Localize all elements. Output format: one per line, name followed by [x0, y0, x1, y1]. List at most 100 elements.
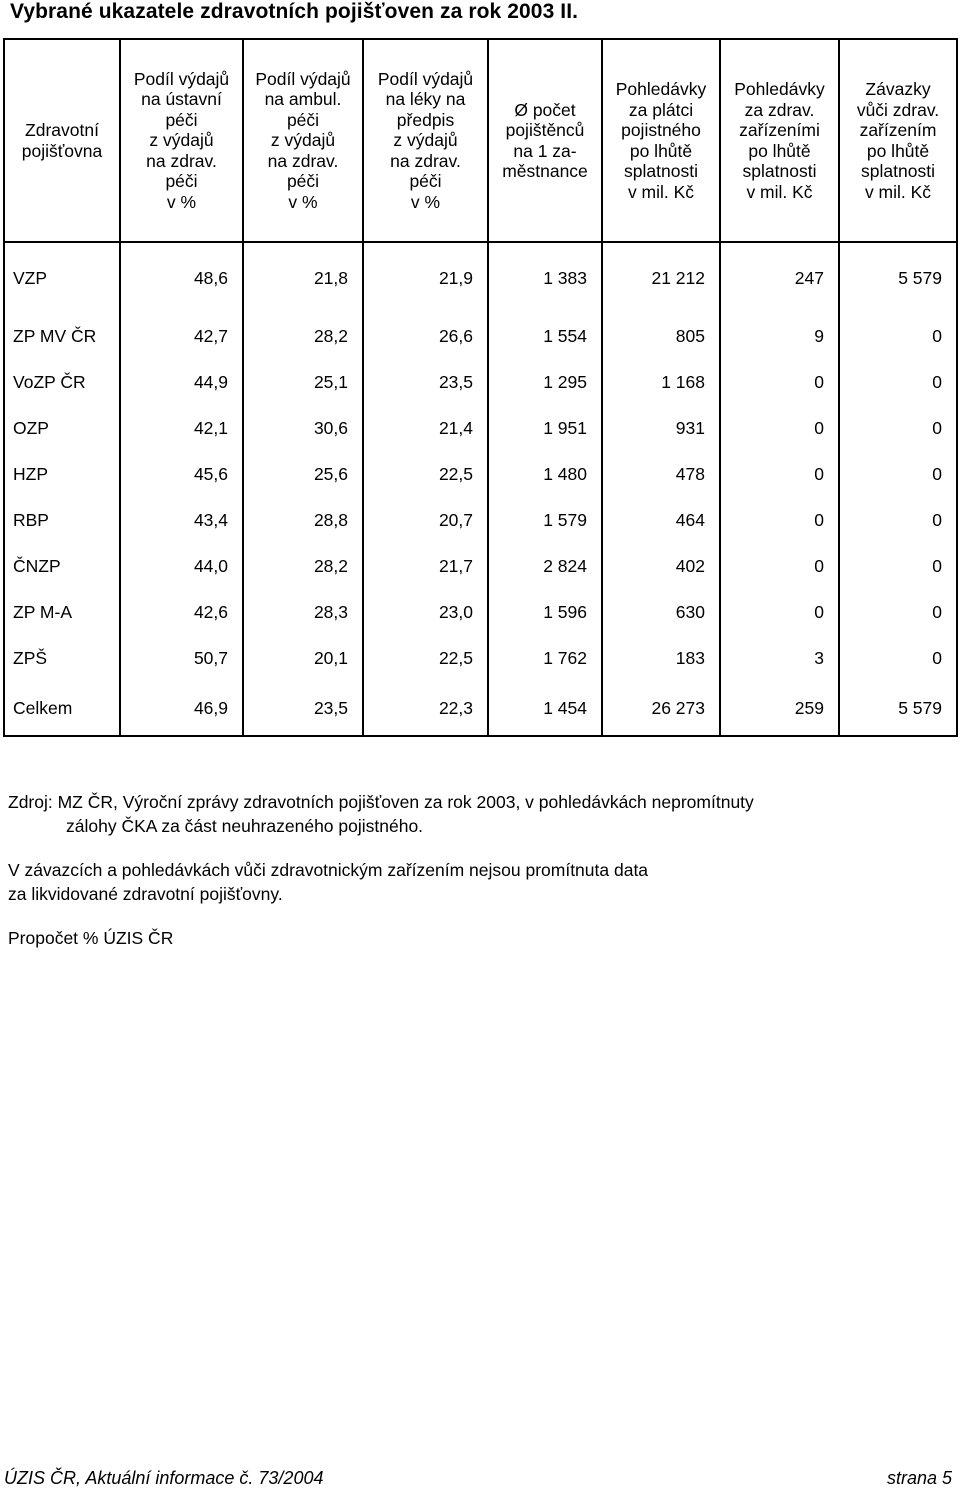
column-header: Závazky vůči zdrav. zařízením po lhůtě s…	[838, 38, 958, 243]
table-body: VZP 48,6 21,8 21,9 1 383 21 212 247 5 579 ZP MV …	[3, 241, 958, 737]
column-header: Pohledávky za plátci pojistného po lhůtě…	[601, 38, 721, 243]
table-row: VZP 48,6 21,8 21,9 1 383 21 212 247 5 579	[3, 241, 958, 313]
value-cell: 21,7	[362, 543, 489, 589]
value-cell: 23,0	[362, 589, 489, 635]
indicators-table: Zdravotní pojišťovna Podíl výdajů na ústa…	[3, 38, 958, 737]
value-cell: 21,4	[362, 405, 489, 451]
value-cell: 22,5	[362, 635, 489, 681]
value-cell: 630	[601, 589, 721, 635]
value-cell: 50,7	[119, 635, 244, 681]
table-row: ZPŠ 50,7 20,1 22,5 1 762 183 3 0	[3, 635, 958, 681]
table-row: VoZP ČR 44,9 25,1 23,5 1 295 1 168 0 0	[3, 359, 958, 405]
column-header: Ø počet pojištěnců na 1 za- městnance	[487, 38, 603, 243]
insurer-name-cell: OZP	[3, 405, 121, 451]
value-cell: 805	[601, 313, 721, 359]
value-cell: 30,6	[242, 405, 364, 451]
data-note-line2: za likvidované zdravotní pojišťovny.	[8, 884, 283, 904]
footer-publication: ÚZIS ČR, Aktuální informace č. 73/2004	[4, 1468, 324, 1488]
value-cell: 0	[838, 451, 958, 497]
table-row: ZP M-A 42,6 28,3 23,0 1 596 630 0 0	[3, 589, 958, 635]
column-header: Pohledávky za zdrav. zařízeními po lhůtě…	[719, 38, 840, 243]
value-cell: 21,9	[362, 241, 489, 313]
value-cell: 26,6	[362, 313, 489, 359]
insurer-name-cell: ZPŠ	[3, 635, 121, 681]
column-header: Zdravotní pojišťovna	[3, 38, 121, 243]
value-cell: 0	[719, 543, 840, 589]
value-cell: 5 579	[838, 241, 958, 313]
insurer-name-cell: VZP	[3, 241, 121, 313]
value-cell: 20,1	[242, 635, 364, 681]
value-cell: 1 168	[601, 359, 721, 405]
value-cell: 0	[719, 451, 840, 497]
value-cell: 259	[719, 681, 840, 737]
value-cell: 48,6	[119, 241, 244, 313]
value-cell: 0	[838, 589, 958, 635]
value-cell: 20,7	[362, 497, 489, 543]
value-cell: 183	[601, 635, 721, 681]
recalc-note: Propočet % ÚZIS ČR	[8, 928, 174, 948]
value-cell: 2 824	[487, 543, 603, 589]
value-cell: 1 295	[487, 359, 603, 405]
source-note: Zdroj: MZ ČR, Výroční zprávy zdravotních…	[8, 790, 938, 838]
value-cell: 0	[719, 589, 840, 635]
value-cell: 0	[838, 313, 958, 359]
value-cell: 478	[601, 451, 721, 497]
table-row: ZP MV ČR 42,7 28,2 26,6 1 554 805 9 0	[3, 313, 958, 359]
value-cell: 28,2	[242, 543, 364, 589]
table-row: HZP 45,6 25,6 22,5 1 480 478 0 0	[3, 451, 958, 497]
value-cell: 1 579	[487, 497, 603, 543]
notes: Zdroj: MZ ČR, Výroční zprávy zdravotních…	[8, 790, 938, 970]
source-note-line2: zálohy ČKA za část neuhrazeného pojistné…	[66, 816, 424, 836]
column-header: Podíl výdajů na léky na předpis z výdajů…	[362, 38, 489, 243]
table-row: OZP 42,1 30,6 21,4 1 951 931 0 0	[3, 405, 958, 451]
value-cell: 1 596	[487, 589, 603, 635]
value-cell: 0	[719, 497, 840, 543]
value-cell: 26 273	[601, 681, 721, 737]
table-row: Celkem 46,9 23,5 22,3 1 454 26 273 259 5 579	[3, 681, 958, 737]
value-cell: 464	[601, 497, 721, 543]
value-cell: 1 951	[487, 405, 603, 451]
value-cell: 9	[719, 313, 840, 359]
data-note-line1: V závazcích a pohledávkách vůči zdravotn…	[8, 860, 649, 880]
insurer-name-cell: ZP MV ČR	[3, 313, 121, 359]
column-header: Podíl výdajů na ústavní péči z výdajů na…	[119, 38, 244, 243]
value-cell: 1 762	[487, 635, 603, 681]
value-cell: 21,8	[242, 241, 364, 313]
value-cell: 28,8	[242, 497, 364, 543]
value-cell: 3	[719, 635, 840, 681]
value-cell: 0	[838, 405, 958, 451]
value-cell: 931	[601, 405, 721, 451]
value-cell: 22,5	[362, 451, 489, 497]
data-note: V závazcích a pohledávkách vůči zdravotn…	[8, 858, 938, 906]
value-cell: 44,9	[119, 359, 244, 405]
value-cell: 45,6	[119, 451, 244, 497]
footer-page-number: strana 5	[886, 1468, 952, 1488]
header-row: Zdravotní pojišťovna Podíl výdajů na ústa…	[3, 38, 958, 243]
value-cell: 23,5	[362, 359, 489, 405]
value-cell: 247	[719, 241, 840, 313]
value-cell: 22,3	[362, 681, 489, 737]
insurer-name-cell: Celkem	[3, 681, 121, 737]
insurer-name-cell: VoZP ČR	[3, 359, 121, 405]
value-cell: 0	[838, 543, 958, 589]
value-cell: 42,7	[119, 313, 244, 359]
page-title: Vybrané ukazatele zdravotních pojišťoven…	[10, 0, 579, 23]
column-header: Podíl výdajů na ambul. péči z výdajů na …	[242, 38, 364, 243]
table-row: RBP 43,4 28,8 20,7 1 579 464 0 0	[3, 497, 958, 543]
value-cell: 42,6	[119, 589, 244, 635]
value-cell: 25,1	[242, 359, 364, 405]
table-row: ČNZP 44,0 28,2 21,7 2 824 402 0 0	[3, 543, 958, 589]
value-cell: 28,3	[242, 589, 364, 635]
value-cell: 1 554	[487, 313, 603, 359]
value-cell: 0	[838, 635, 958, 681]
value-cell: 402	[601, 543, 721, 589]
insurer-name-cell: ČNZP	[3, 543, 121, 589]
table-header: Zdravotní pojišťovna Podíl výdajů na ústa…	[3, 38, 958, 243]
value-cell: 1 480	[487, 451, 603, 497]
value-cell: 1 383	[487, 241, 603, 313]
value-cell: 42,1	[119, 405, 244, 451]
value-cell: 0	[838, 359, 958, 405]
value-cell: 1 454	[487, 681, 603, 737]
insurer-name-cell: ZP M-A	[3, 589, 121, 635]
value-cell: 21 212	[601, 241, 721, 313]
